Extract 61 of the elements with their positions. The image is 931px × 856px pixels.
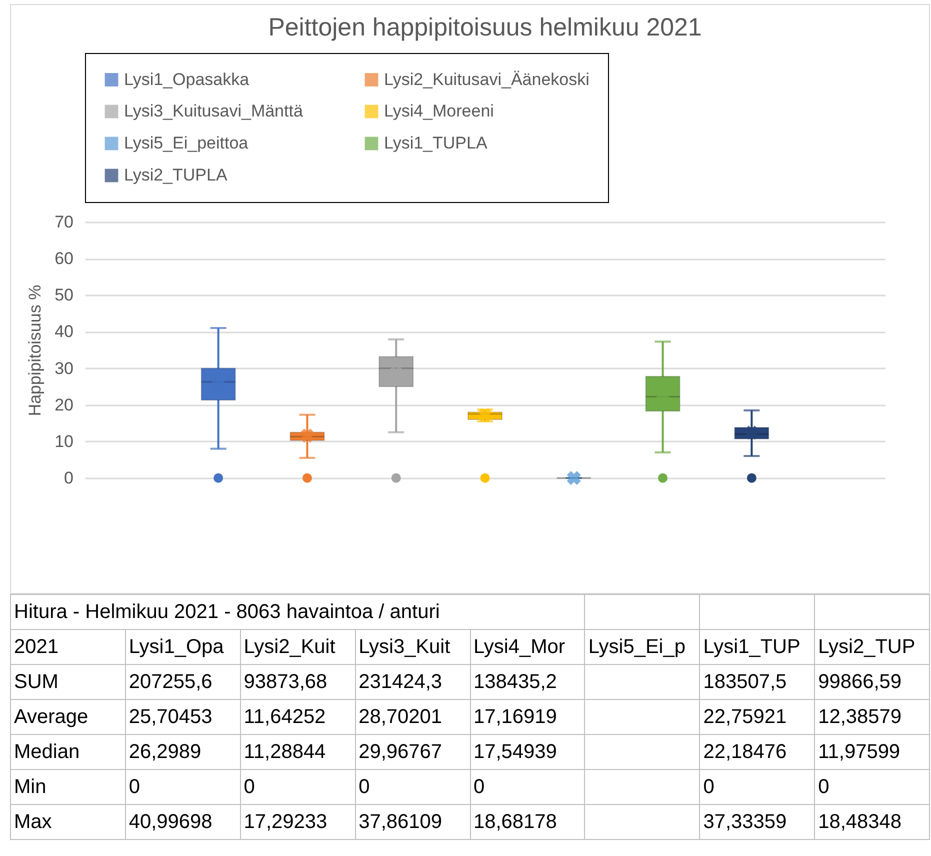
y-tick-label: 0 xyxy=(64,468,74,488)
legend-label: Lysi2_TUPLA xyxy=(124,166,228,184)
text: 11,64252 xyxy=(240,700,356,734)
text: 207255,6 xyxy=(125,664,240,700)
text: 11,28844 xyxy=(240,734,356,770)
text: 37,86109 xyxy=(355,804,470,840)
text: 0 xyxy=(240,770,356,804)
text: 40,99698 xyxy=(125,804,240,840)
text: 18,68178 xyxy=(470,804,585,840)
legend-label: Lysi4_Moreeni xyxy=(384,102,494,120)
text: Lysi1_Opa xyxy=(125,630,240,664)
text: Lysi2_Kuit xyxy=(240,630,356,664)
text: Min xyxy=(10,770,126,804)
y-tick-label: 20 xyxy=(54,395,74,414)
text: 0 xyxy=(814,770,930,804)
text: Lysi2_TUP xyxy=(814,630,930,664)
y-tick-label: 10 xyxy=(54,432,74,451)
text: 0 xyxy=(125,770,240,804)
text: 18,48348 xyxy=(814,804,930,840)
text: 0 xyxy=(700,770,815,804)
text: Average xyxy=(10,700,126,734)
y-axis-title: Happipitoisuus % xyxy=(26,284,45,416)
text: 183507,5 xyxy=(700,664,815,700)
text: 12,38579 xyxy=(814,700,930,734)
chart-title: Peittojen happipitoisuus helmikuu 2021 xyxy=(268,14,702,42)
text: 17,16919 xyxy=(470,700,585,734)
text: 93873,68 xyxy=(240,664,356,700)
text: Lysi1_TUP xyxy=(700,630,815,664)
y-tick-label: 60 xyxy=(54,249,74,268)
y-tick-label: 70 xyxy=(54,212,74,232)
text: 26,2989 xyxy=(125,734,240,770)
text: 37,33359 xyxy=(700,804,815,840)
text: 99866,59 xyxy=(814,664,930,700)
text: Max xyxy=(10,804,126,840)
text: 17,29233 xyxy=(240,804,356,840)
text: Lysi5_Ei_p xyxy=(584,630,700,664)
text: 29,96767 xyxy=(355,734,470,770)
text: 25,70453 xyxy=(125,700,240,734)
text: Median xyxy=(10,734,126,770)
text: 22,75921 xyxy=(700,700,815,734)
text: 17,54939 xyxy=(470,734,585,770)
text: 138435,2 xyxy=(470,664,585,700)
text: 2021 xyxy=(10,630,126,664)
legend-label: Lysi3_Kuitusavi_Mänttä xyxy=(124,102,304,120)
text: Hitura - Helmikuu 2021 - 8063 havaintoa / anturi xyxy=(10,594,585,630)
text: SUM xyxy=(10,664,126,700)
text: Lysi3_Kuit xyxy=(355,630,470,664)
y-tick-label: 40 xyxy=(54,322,74,342)
text: 0 xyxy=(470,770,585,804)
legend-label: Lysi2_Kuitusavi_Äänekoski xyxy=(384,70,590,89)
text: 11,97599 xyxy=(814,734,930,770)
text: 231424,3 xyxy=(355,664,470,700)
y-tick-label: 30 xyxy=(54,358,74,378)
legend-label: Lysi1_Opasakka xyxy=(124,70,250,89)
text: 28,70201 xyxy=(355,700,470,734)
legend-label: Lysi5_Ei_peittoa xyxy=(124,134,249,152)
legend-label: Lysi1_TUPLA xyxy=(384,134,488,152)
text: 0 xyxy=(355,770,470,804)
text: Lysi4_Mor xyxy=(470,630,585,664)
text: 22,18476 xyxy=(700,734,815,770)
y-tick-label: 50 xyxy=(54,286,74,305)
